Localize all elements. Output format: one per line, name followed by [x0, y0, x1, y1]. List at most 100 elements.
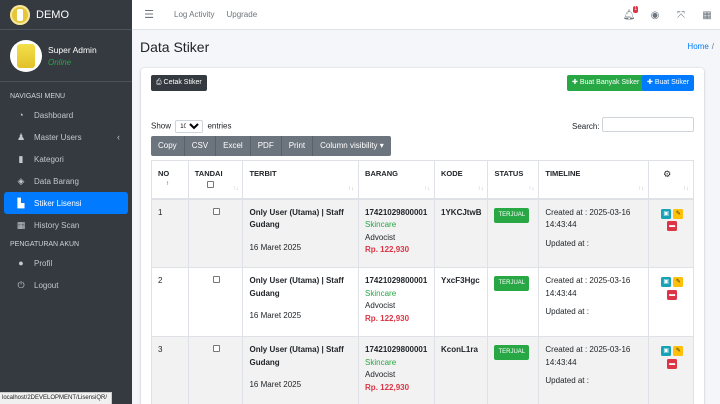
cetak-stiker-label: Cetak Stiker: [163, 79, 202, 86]
cell-status: TERJUAL: [487, 267, 540, 337]
view-image-icon[interactable]: ▣: [661, 346, 672, 356]
header-label: KODE: [441, 169, 463, 178]
sort-icon: ↑↓: [348, 185, 355, 192]
user-name[interactable]: Super Admin: [48, 44, 97, 55]
column-header-status[interactable]: STATUS ↑↓: [487, 160, 540, 200]
search-label: Search:: [572, 122, 600, 131]
chevron-left-icon: ‹: [117, 132, 120, 142]
sort-asc-icon: ↑: [166, 181, 169, 187]
terbit-title: Only User (Utama) | Staff Gudang: [249, 207, 344, 230]
breadcrumb-separator: /: [711, 42, 714, 51]
show-label: Show: [151, 121, 172, 131]
sidebar-item-data-barang[interactable]: ◈ Data Barang: [4, 170, 128, 192]
notification-badge: 1: [633, 5, 638, 13]
csv-button[interactable]: CSV: [185, 136, 217, 156]
delete-icon[interactable]: ▬: [667, 358, 678, 369]
column-header-actions[interactable]: ⚙ ↑↓: [648, 160, 694, 200]
select-all-checkbox[interactable]: [206, 181, 214, 188]
row-checkbox[interactable]: [212, 276, 220, 283]
tachometer-icon: ◔: [18, 110, 24, 120]
pdf-button[interactable]: PDF: [251, 136, 282, 156]
power-icon: ⏻: [17, 279, 25, 290]
user-circle-icon[interactable]: ◉: [650, 9, 660, 21]
column-header-barang[interactable]: BARANG ↑↓: [358, 160, 436, 200]
nav-header-account: PENGATURAN AKUN: [10, 241, 80, 248]
barang-category: Skincare: [365, 288, 397, 298]
breadcrumb: Home /: [687, 42, 714, 51]
search-input[interactable]: [602, 117, 694, 132]
cell-tandai: [187, 267, 244, 337]
print-button[interactable]: Print: [282, 136, 314, 156]
entries-label: entries: [207, 121, 232, 131]
sort-icon: ↑↓: [424, 185, 431, 192]
header-label: TANDAI: [194, 169, 223, 178]
view-image-icon[interactable]: ▣: [661, 277, 672, 287]
row-checkbox[interactable]: [212, 345, 220, 352]
cell-no: 3: [151, 336, 189, 404]
brand-link[interactable]: DEMO: [0, 0, 132, 30]
sidebar-item-label: Stiker Lisensi: [34, 198, 82, 208]
data-card: ⎙ Cetak Stiker ✚ Buat Banyak Stiker ✚ Bu…: [141, 68, 704, 404]
column-header-tandai[interactable]: TANDAI ↑↓: [187, 160, 244, 200]
nav-link-upgrade[interactable]: Upgrade: [226, 10, 258, 19]
barang-category: Skincare: [365, 220, 397, 229]
sticker-icon: ▙: [17, 197, 25, 208]
view-image-icon[interactable]: ▣: [661, 208, 672, 219]
column-header-no[interactable]: NO ↑: [151, 160, 189, 200]
cell-timeline: Created at : 2025-03-16 14:43:44 Updated …: [538, 336, 650, 404]
edit-icon[interactable]: ✎: [673, 346, 684, 356]
bookmark-icon: ▮: [18, 153, 24, 164]
delete-icon[interactable]: ▬: [667, 221, 678, 231]
sidebar-item-kategori[interactable]: ▮ Kategori: [4, 148, 128, 170]
entries-length-control: Show 10 entries: [151, 120, 232, 133]
barang-price: Rp. 122,930: [365, 382, 410, 392]
delete-icon[interactable]: ▬: [667, 289, 678, 300]
column-header-kode[interactable]: KODE ↑↓: [434, 160, 489, 200]
bell-icon[interactable]: 🔔︎ 1: [622, 5, 638, 21]
breadcrumb-home[interactable]: Home: [687, 42, 709, 51]
row-checkbox[interactable]: [212, 207, 220, 215]
sidebar-item-logout[interactable]: ⏻ Logout: [4, 274, 128, 296]
sidebar-item-label: Dashboard: [34, 110, 74, 120]
edit-icon[interactable]: ✎: [673, 208, 684, 219]
barang-code: 17421029800001: [365, 345, 428, 354]
user-panel[interactable]: Super Admin Online: [0, 30, 132, 82]
sidebar-item-dashboard[interactable]: ◔ Dashboard: [4, 104, 128, 126]
hamburger-menu-icon[interactable]: ☰: [144, 9, 154, 21]
sort-icon: ↑↓: [232, 185, 239, 192]
nav-link-log-activity[interactable]: Log Activity: [174, 10, 215, 19]
cell-actions: ▣ ✎ ▬: [648, 198, 694, 268]
grid-icon[interactable]: ▦: [702, 9, 712, 21]
cell-barang: 17421029800001 Skincare Advocist Rp. 122,93…: [358, 336, 436, 404]
cetak-stiker-button[interactable]: ⎙ Cetak Stiker: [151, 75, 207, 91]
timeline-created: Created at : 2025-03-16 14:43:44: [545, 276, 631, 298]
cogs-icon: ⚙: [663, 169, 672, 179]
timeline-updated: Updated at :: [545, 238, 589, 248]
excel-button[interactable]: Excel: [216, 136, 251, 156]
qrcode-icon: ▦: [16, 219, 26, 230]
sidebar-item-stiker-lisensi[interactable]: ▙ Stiker Lisensi: [4, 192, 128, 214]
copy-button[interactable]: Copy: [151, 136, 185, 156]
entries-select[interactable]: 10: [175, 120, 204, 133]
users-icon: ♟: [16, 131, 26, 142]
sidebar-item-master-users[interactable]: ♟ Master Users ‹: [4, 126, 128, 148]
sidebar-item-history-scan[interactable]: ▦ History Scan: [4, 214, 128, 236]
cell-actions: ▣ ✎ ▬: [648, 267, 694, 337]
buat-banyak-stiker-button[interactable]: ✚ Buat Banyak Stiker: [567, 75, 645, 91]
sidebar-item-profil[interactable]: ● Profil: [4, 252, 128, 274]
timeline-updated: Updated at :: [545, 307, 589, 316]
cell-timeline: Created at : 2025-03-16 14:43:44 Updated …: [538, 267, 650, 337]
buat-stiker-label: Buat Stiker: [654, 79, 690, 86]
cell-terbit: Only User (Utama) | Staff Gudang 16 Maret…: [242, 198, 360, 268]
column-header-terbit[interactable]: TERBIT ↑↓: [242, 160, 360, 200]
terbit-date: 16 Maret 2025: [249, 242, 302, 252]
header-label: BARANG: [365, 169, 398, 178]
edit-icon[interactable]: ✎: [673, 277, 684, 287]
fullscreen-icon[interactable]: ⤧: [677, 9, 685, 21]
table-row: 3 Only User (Utama) | Staff Gudang 16 Mar…: [151, 336, 694, 404]
terbit-date: 16 Maret 2025: [249, 380, 302, 389]
column-visibility-button[interactable]: Column visibility ▾: [320, 141, 384, 150]
cell-kode: YxcF3Hgc: [434, 267, 489, 337]
column-header-timeline[interactable]: TIMELINE ↑↓: [538, 160, 650, 200]
buat-stiker-button[interactable]: ✚ Buat Stiker: [642, 75, 695, 91]
